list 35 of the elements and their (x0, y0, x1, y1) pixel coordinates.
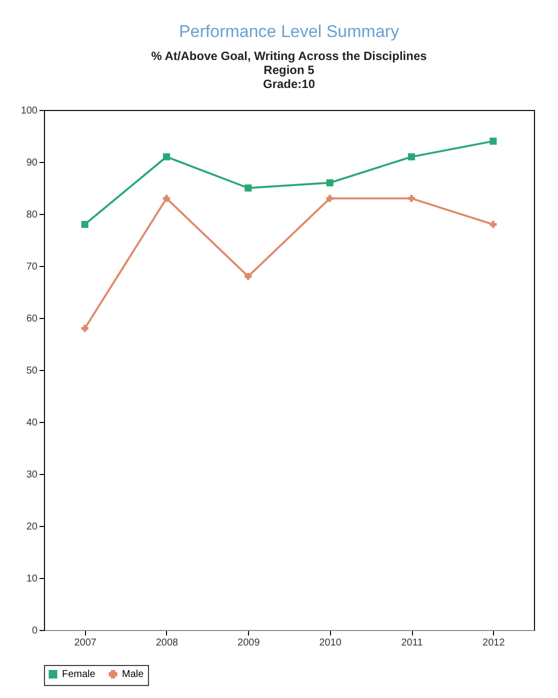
point (81, 220, 88, 228)
point (408, 194, 416, 202)
point (490, 220, 497, 228)
x-tick-label: 2012 (482, 638, 506, 648)
y-tick-label: 10 (26, 574, 38, 584)
point (244, 272, 252, 280)
y-tick-label: 0 (32, 626, 38, 636)
y-tick-label: 100 (20, 106, 38, 116)
text: Grade:10 (262, 77, 316, 91)
y-tick-label: 90 (26, 158, 38, 168)
x-tick-label: 2007 (74, 638, 97, 648)
x-tick-label: 2010 (319, 638, 342, 648)
chart-title: Performance Level Summary (178, 22, 400, 41)
point (326, 179, 334, 186)
point (326, 194, 334, 202)
point (162, 194, 170, 202)
y-tick-label: 70 (26, 262, 38, 272)
point (81, 324, 88, 332)
legend-label: Female (62, 669, 96, 680)
y-tick-label: 40 (26, 418, 38, 428)
text: % At/Above Goal, Writing Across the Disciplines (151, 49, 427, 63)
point (490, 138, 497, 145)
text: Region 5 (264, 63, 314, 77)
y-tick-label: 30 (26, 470, 38, 480)
y-tick-label: 20 (26, 522, 38, 532)
x-tick-label: 2009 (238, 638, 260, 648)
y-tick-label: 50 (26, 366, 38, 376)
legend-label: Male (122, 669, 144, 680)
point (408, 153, 416, 160)
y-tick-label: 60 (26, 314, 38, 324)
point (162, 153, 170, 160)
point (244, 184, 252, 192)
x-tick-label: 2008 (156, 638, 179, 648)
x-tick-label: 2011 (401, 638, 424, 648)
y-tick-label: 80 (26, 210, 38, 220)
